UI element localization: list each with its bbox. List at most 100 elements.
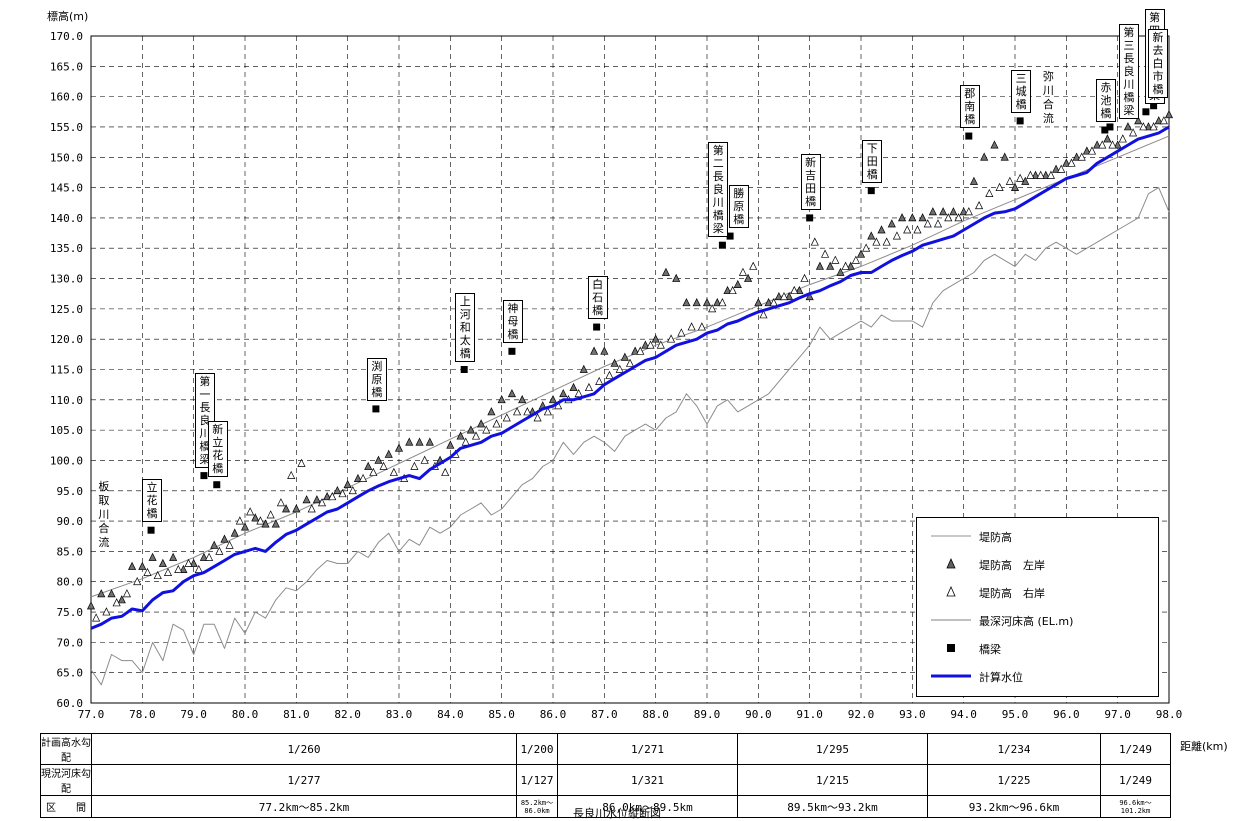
data-point-filled-triangle (1010, 182, 1020, 191)
bridge-marker (200, 472, 208, 480)
data-point-hollow-triangle (923, 219, 932, 228)
table-cell: 1/260 (91, 733, 517, 765)
x-tick-label: 93.0 (899, 708, 926, 721)
data-point-hollow-triangle (287, 470, 296, 479)
data-point-filled-triangle (477, 419, 486, 428)
data-point-hollow-triangle (471, 431, 481, 440)
data-point-filled-triangle (641, 340, 650, 349)
legend-label: 計算水位 (979, 671, 1023, 684)
data-point-hollow-triangle (913, 225, 922, 234)
x-tick-label: 94.0 (950, 708, 977, 721)
data-point-filled-triangle (353, 473, 362, 482)
data-point-filled-triangle (969, 176, 978, 185)
bridge-name-label: 勝 原 橋 (728, 185, 749, 229)
data-point-filled-triangle (713, 298, 722, 307)
data-point-hollow-triangle (831, 255, 840, 264)
data-point-hollow-triangle (153, 570, 162, 580)
table-row: 区 間 77.2km～85.2km 85.2km～ 86.0km 86.0km～… (40, 795, 1171, 818)
confluence-label: 弥 川 合 流 (1042, 70, 1054, 125)
legend-label: 最深河床高 (EL.m) (979, 615, 1074, 628)
data-point-hollow-triangle (933, 219, 943, 228)
table-row: 現況河床勾配 1/277 1/127 1/321 1/215 1/225 1/2… (40, 764, 1171, 796)
data-point-hollow-triangle (410, 461, 419, 470)
data-point-hollow-triangle (687, 322, 696, 331)
bridge-marker (593, 323, 601, 331)
data-point-hollow-triangle (718, 298, 727, 307)
data-point-filled-triangle (846, 261, 855, 270)
legend-item-riverbed: 最深河床高 (EL.m) (917, 610, 1158, 630)
data-point-hollow-triangle (728, 285, 737, 295)
data-point-filled-triangle (128, 561, 137, 570)
confluence-label: 板 取 川 合 流 (98, 480, 110, 549)
bridge-marker (718, 241, 726, 249)
data-point-filled-triangle (672, 273, 681, 282)
bridge-marker (965, 132, 973, 140)
data-point-filled-triangle (1052, 164, 1061, 173)
y-tick-label: 115.0 (50, 364, 83, 377)
data-point-hollow-triangle (636, 346, 645, 355)
data-point-filled-triangle (682, 298, 691, 307)
data-point-hollow-triangle (441, 467, 450, 476)
data-point-filled-triangle (980, 152, 989, 161)
bridge-marker (508, 347, 516, 355)
x-tick-label: 98.0 (1156, 708, 1183, 721)
data-point-filled-triangle (384, 449, 393, 458)
data-point-filled-triangle (138, 561, 147, 570)
data-point-filled-triangle (405, 437, 414, 446)
bridge-name-label: 第 三 長 良 川 橋 梁 (1118, 23, 1139, 119)
bridge-name-label: 下 田 橋 (862, 139, 883, 183)
data-point-hollow-triangle (677, 328, 686, 337)
data-point-filled-triangle (497, 395, 506, 404)
data-point-hollow-triangle (379, 461, 388, 470)
data-point-filled-triangle (518, 395, 527, 404)
x-tick-label: 85.0 (488, 708, 515, 721)
data-point-hollow-triangle (389, 467, 398, 476)
data-point-hollow-triangle (1077, 152, 1086, 161)
data-point-hollow-triangle (1108, 140, 1117, 149)
x-tick-label: 86.0 (540, 708, 567, 721)
data-point-filled-triangle (251, 513, 260, 522)
data-point-hollow-triangle (143, 567, 152, 576)
bridge-marker (372, 405, 380, 413)
data-point-hollow-triangle (184, 558, 193, 567)
x-tick-label: 89.0 (694, 708, 721, 721)
data-point-filled-triangle (1144, 122, 1153, 131)
data-point-hollow-triangle (851, 255, 860, 264)
data-point-hollow-triangle (862, 243, 871, 252)
data-point-hollow-triangle (502, 413, 511, 422)
data-point-hollow-triangle (256, 516, 265, 525)
data-point-hollow-triangle (102, 607, 111, 616)
data-point-hollow-triangle (174, 564, 183, 573)
data-point-hollow-triangle (338, 489, 347, 498)
data-point-hollow-triangle (882, 237, 891, 246)
data-point-hollow-triangle (995, 182, 1004, 191)
data-point-hollow-triangle (903, 225, 912, 234)
data-point-filled-triangle (312, 495, 321, 504)
table-cell: 1/215 (737, 764, 928, 796)
data-point-hollow-triangle (1046, 170, 1055, 179)
data-point-hollow-triangle (708, 304, 717, 313)
data-point-filled-triangle (600, 346, 609, 355)
bridge-name-label: 立 花 橋 (142, 479, 163, 523)
data-point-filled-triangle (826, 261, 835, 270)
data-point-hollow-triangle (1057, 164, 1066, 173)
y-axis-title: 標高(m) (47, 10, 89, 23)
data-point-hollow-triangle (1118, 134, 1127, 143)
data-point-hollow-triangle (276, 498, 285, 507)
series-thin-gray-line (90, 187, 1170, 686)
legend-item-left-bank: 堤防高 左岸 (917, 554, 1158, 574)
data-point-hollow-triangle (1087, 146, 1097, 155)
data-point-filled-triangle (1062, 158, 1071, 167)
data-point-hollow-triangle (779, 291, 789, 301)
y-tick-label: 160.0 (50, 91, 83, 104)
data-point-hollow-triangle (348, 485, 357, 495)
bridge-marker (1142, 108, 1150, 116)
data-point-filled-triangle (1000, 152, 1009, 161)
table-cell: 1/225 (927, 764, 1101, 796)
x-tick-label: 92.0 (848, 708, 875, 721)
data-point-filled-triangle (631, 346, 640, 355)
y-tick-label: 95.0 (57, 485, 84, 498)
table-cell: 1/127 (516, 764, 558, 796)
data-point-filled-triangle (744, 273, 753, 282)
data-point-hollow-triangle (790, 285, 799, 295)
